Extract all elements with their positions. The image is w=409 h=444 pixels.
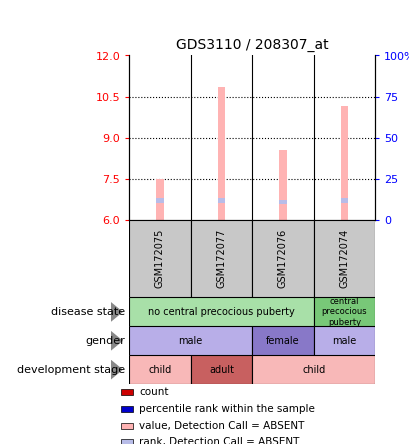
- Text: value, Detection Call = ABSENT: value, Detection Call = ABSENT: [139, 420, 304, 431]
- Bar: [252, 220, 313, 297]
- Bar: [279, 150, 286, 220]
- Bar: [121, 389, 133, 395]
- Bar: [121, 439, 133, 444]
- Text: central
precocious
puberty: central precocious puberty: [321, 297, 366, 327]
- Text: adult: adult: [209, 365, 233, 375]
- Bar: [252, 355, 374, 384]
- Text: male: male: [178, 336, 202, 346]
- Text: GSM172077: GSM172077: [216, 229, 226, 288]
- Text: no central precocious puberty: no central precocious puberty: [148, 307, 294, 317]
- Bar: [156, 179, 163, 220]
- Polygon shape: [110, 302, 123, 322]
- Bar: [313, 220, 374, 297]
- Title: GDS3110 / 208307_at: GDS3110 / 208307_at: [175, 38, 328, 52]
- Bar: [129, 326, 252, 355]
- Text: count: count: [139, 387, 169, 397]
- Bar: [121, 423, 133, 429]
- Text: development stage: development stage: [17, 365, 125, 375]
- Bar: [279, 199, 286, 204]
- Bar: [313, 297, 374, 326]
- Text: GSM172075: GSM172075: [155, 229, 164, 288]
- Bar: [190, 355, 252, 384]
- Bar: [190, 220, 252, 297]
- Bar: [252, 326, 313, 355]
- Text: GSM172074: GSM172074: [339, 229, 348, 288]
- Bar: [340, 106, 347, 220]
- Bar: [217, 198, 225, 202]
- Bar: [156, 198, 163, 202]
- Bar: [313, 326, 374, 355]
- Text: rank, Detection Call = ABSENT: rank, Detection Call = ABSENT: [139, 437, 299, 444]
- Text: GSM172076: GSM172076: [277, 229, 287, 288]
- Text: gender: gender: [85, 336, 125, 346]
- Polygon shape: [110, 360, 123, 380]
- Text: percentile rank within the sample: percentile rank within the sample: [139, 404, 315, 414]
- Text: female: female: [265, 336, 299, 346]
- Bar: [340, 198, 347, 202]
- Bar: [129, 220, 190, 297]
- Text: male: male: [331, 336, 356, 346]
- Bar: [129, 297, 313, 326]
- Bar: [129, 355, 190, 384]
- Text: disease state: disease state: [51, 307, 125, 317]
- Polygon shape: [110, 331, 123, 351]
- Text: child: child: [148, 365, 171, 375]
- Bar: [121, 406, 133, 412]
- Bar: [217, 87, 225, 220]
- Text: child: child: [301, 365, 324, 375]
